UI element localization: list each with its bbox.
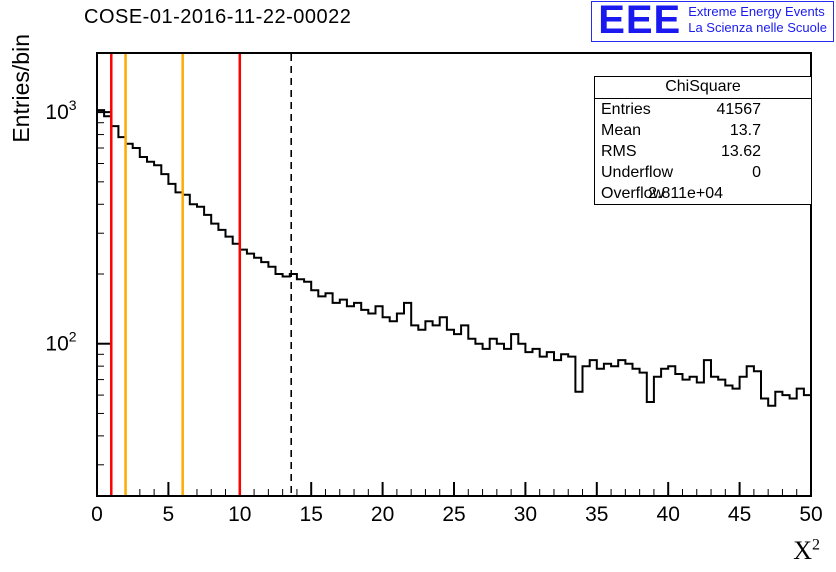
svg-text:35: 35 — [585, 503, 608, 526]
stat-label: RMS — [601, 143, 637, 160]
svg-text:15: 15 — [300, 503, 323, 526]
stat-value: 2.811e+04 — [648, 185, 723, 202]
eee-logo-line2: La Scienza nelle Scuole — [688, 20, 827, 36]
x-axis-title-exponent: 2 — [812, 536, 820, 554]
svg-text:45: 45 — [728, 503, 751, 526]
eee-logo-line1: Extreme Energy Events — [688, 3, 825, 19]
svg-text:10: 10 — [228, 503, 251, 526]
svg-text:30: 30 — [514, 503, 537, 526]
x-axis-title: X2 — [793, 536, 820, 566]
stats-row-underflow: Underflow 0 — [595, 162, 811, 183]
svg-text:50: 50 — [799, 503, 822, 526]
svg-text:20: 20 — [371, 503, 394, 526]
stat-label: Overflow — [601, 185, 665, 202]
plot-title: COSE-01-2016-11-22-00022 — [84, 6, 352, 28]
eee-logo-letters: EEE — [598, 0, 682, 42]
y-axis: 102 103 — [45, 97, 111, 466]
x-axis: 0 5 10 15 20 25 30 35 40 45 50 — [91, 482, 823, 526]
svg-text:25: 25 — [442, 503, 465, 526]
eee-logo: EEE Extreme Energy Events La Scienza nel… — [591, 0, 834, 42]
stats-row-mean: Mean 13.7 — [595, 120, 811, 141]
stats-row-overflow: Overflow 2.811e+04 — [595, 183, 811, 204]
stats-row-entries: Entries 41567 — [595, 99, 811, 120]
eee-logo-text: Extreme Energy Events La Scienza nelle S… — [688, 4, 827, 38]
x-axis-title-base: X — [793, 536, 812, 565]
stat-value: 13.62 — [720, 143, 761, 160]
svg-text:103: 103 — [45, 97, 76, 124]
stat-value: 41567 — [716, 101, 762, 118]
svg-text:102: 102 — [45, 329, 76, 356]
stat-value: 0 — [752, 164, 761, 181]
stat-label: Mean — [601, 122, 642, 139]
svg-text:40: 40 — [657, 503, 680, 526]
histogram-step-line — [97, 109, 811, 407]
marker-lines — [110, 54, 293, 495]
y-axis-title: Entries/bin — [8, 34, 34, 143]
stats-row-rms: RMS 13.62 — [595, 141, 811, 162]
histogram — [97, 109, 811, 407]
svg-text:5: 5 — [163, 503, 175, 526]
stat-value: 13.7 — [729, 122, 761, 139]
svg-text:0: 0 — [91, 503, 103, 526]
stats-box-title: ChiSquare — [595, 77, 811, 99]
plot-frame — [96, 52, 812, 497]
stats-box: ChiSquare Entries 41567 Mean 13.7 RMS 13… — [594, 76, 812, 205]
stat-label: Entries — [601, 101, 651, 118]
stat-label: Underflow — [601, 164, 674, 181]
